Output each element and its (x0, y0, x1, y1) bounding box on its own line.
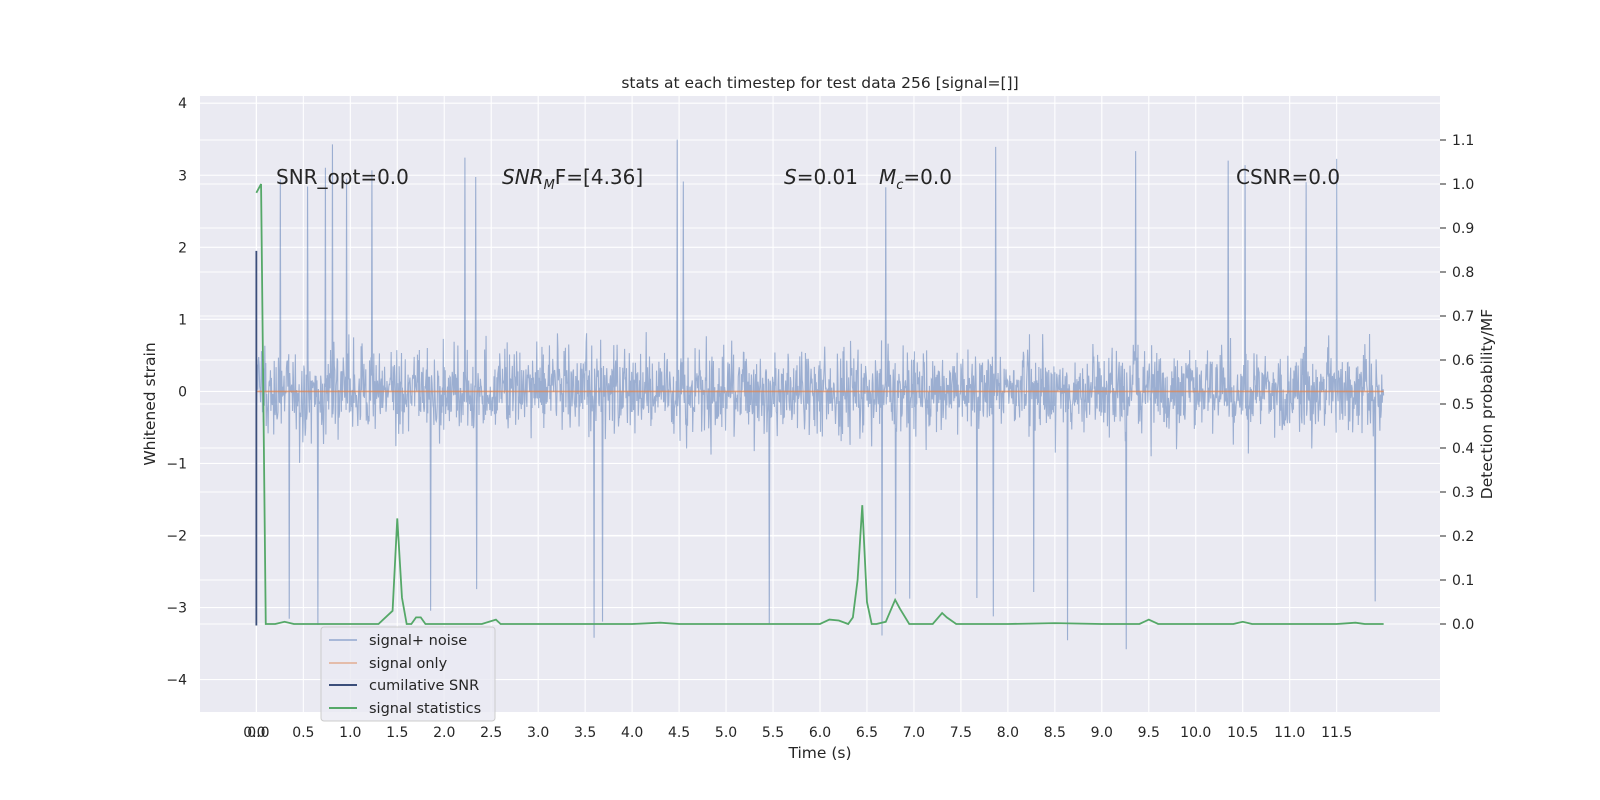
x-tick-label: 2.5 (480, 725, 502, 741)
y-right-tick-label: 0.5 (1452, 397, 1474, 413)
x-tick-label: 8.5 (1044, 725, 1066, 741)
y-right-tick-label: 1.1 (1452, 133, 1474, 149)
y-right-tick-label: 0.0 (1452, 617, 1474, 633)
x-tick-label: 11.5 (1321, 725, 1352, 741)
x-axis-label: Time (s) (787, 744, 851, 762)
annotation-snr-mf-sub: M (544, 178, 555, 193)
x-tick-label: 8.0 (997, 725, 1019, 741)
x-tick-label: 5.0 (715, 725, 737, 741)
annotation-snr-opt: SNR_opt=0.0 (276, 165, 409, 189)
signal-statistics-series (255, 183, 1384, 626)
x-tick-label: 5.5 (762, 725, 784, 741)
x-tick-label: 6.0 (809, 725, 831, 741)
y-tick-label: −3 (166, 601, 187, 617)
y-right-tick-label: 0.7 (1452, 309, 1474, 325)
y-tick-label: −2 (166, 528, 187, 544)
x-tick-label: 3.0 (527, 725, 549, 741)
y-tick-label: 4 (178, 96, 187, 112)
y-right-tick-label: 0.8 (1452, 265, 1474, 281)
x-tick-label: 1.0 (339, 725, 361, 741)
x-tick-label: 6.5 (856, 725, 878, 741)
annotation-snr-mf: SNRMF=[4.36] (502, 165, 643, 193)
legend-label-cumilative-snr: cumilative SNR (369, 678, 479, 694)
chart-title: stats at each timestep for test data 256… (621, 74, 1018, 92)
y-tick-label: 2 (178, 240, 187, 256)
legend-label-signal-statistics: signal statistics (369, 701, 481, 717)
x-tick-label: 9.5 (1138, 725, 1160, 741)
y-axis-ticks: 4 3 2 1 0 −1 −2 −3 −4 (166, 96, 187, 688)
y-axis-label: Whitened strain (141, 342, 159, 465)
signal-noise-trace (255, 139, 1385, 650)
annotation-mc: Mc=0.0 (879, 165, 952, 193)
x-tick-label: 10.0 (1180, 725, 1211, 741)
x-tick-label: 0.0 (247, 725, 269, 741)
y-right-axis-label: Detection probability/MF (1478, 309, 1496, 500)
annotation-s: S=0.01 (784, 165, 858, 189)
y-right-axis-ticks: 1.1 1.0 0.9 0.8 0.7 0.6 0.5 0.4 0.3 0.2 0.1 0.0 (1440, 133, 1474, 633)
y-right-tick-label: 0.3 (1452, 485, 1474, 501)
x-tick-label: 10.5 (1227, 725, 1258, 741)
y-right-tick-label: 0.4 (1452, 441, 1474, 457)
annotation-s-tail: =0.01 (797, 165, 858, 189)
x-tick-label: 4.5 (668, 725, 690, 741)
x-tick-label: 0.5 (292, 725, 314, 741)
annotation-snr-mf-tail: F=[4.36] (555, 165, 643, 189)
y-right-tick-label: 0.9 (1452, 221, 1474, 237)
annotation-csnr: CSNR=0.0 (1236, 165, 1340, 189)
y-tick-label: 3 (178, 168, 187, 184)
annotation-mc-main: M (879, 165, 896, 189)
legend-box (320, 626, 496, 722)
annotation-mc-sub: c (896, 178, 903, 193)
y-tick-label: 0 (178, 384, 187, 400)
y-tick-label: −1 (166, 456, 187, 472)
x-tick-label: 11.0 (1274, 725, 1305, 741)
y-right-tick-label: 1.0 (1452, 177, 1474, 193)
x-tick-label: 4.0 (621, 725, 643, 741)
legend-label-signal-only: signal only (369, 656, 448, 672)
x-tick-label: 2.0 (433, 725, 455, 741)
x-tick-label: 3.5 (574, 725, 596, 741)
x-axis-ticks: 0.00.0 0.5 1.0 1.5 2.0 2.5 3.0 3.5 4.0 4.5 5.0 5.5 6… (243, 725, 1352, 741)
x-tick-label: 7.5 (950, 725, 972, 741)
x-tick-label: 1.5 (386, 725, 408, 741)
legend: signal+ noise signal only cumilative SNR… (320, 626, 496, 722)
x-tick-label: 0.0 (243, 725, 265, 741)
y-tick-label: −4 (166, 673, 187, 689)
y-right-tick-label: 0.1 (1452, 573, 1474, 589)
signal-noise-series (255, 139, 1385, 650)
x-tick-label: 7.0 (903, 725, 925, 741)
legend-label-signal-noise: signal+ noise (369, 633, 467, 649)
y-right-tick-label: 0.2 (1452, 529, 1474, 545)
annotation-mc-tail: =0.0 (903, 165, 952, 189)
y-right-tick-label: 0.6 (1452, 353, 1474, 369)
annotation-snr-mf-main: SNR (502, 165, 544, 189)
x-tick-label: 9.0 (1091, 725, 1113, 741)
annotation-s-main: S (784, 165, 797, 189)
y-tick-label: 1 (178, 312, 187, 328)
